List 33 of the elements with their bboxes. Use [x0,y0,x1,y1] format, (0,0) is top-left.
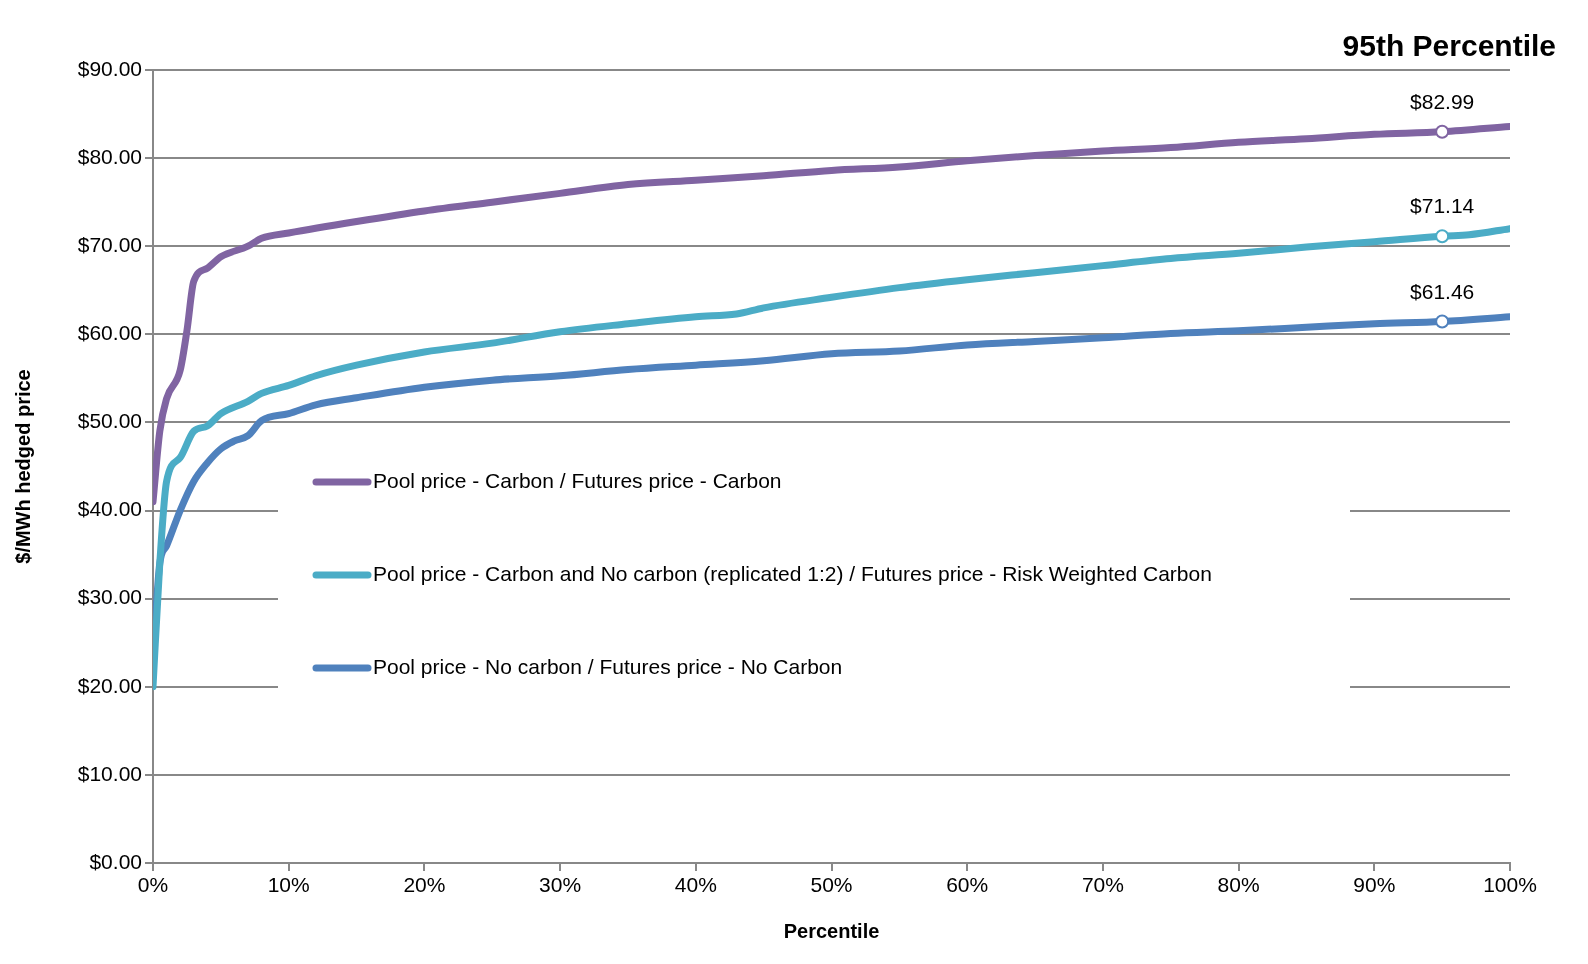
data-label: $71.14 [1410,194,1475,218]
y-tick-label: $80.00 [77,144,142,168]
y-tick-label: $30.00 [77,585,142,609]
x-axis-title: Percentile [783,919,880,942]
data-label: $82.99 [1410,90,1475,114]
x-tick-label: 90% [1353,873,1396,897]
x-tick-label: 0% [137,873,169,897]
x-tick-label: 100% [1483,873,1537,897]
point [1435,229,1450,244]
y-tick-label: $20.00 [77,673,142,697]
y-tick-label: $70.00 [77,233,142,257]
x-tick-label: 30% [539,873,582,897]
y-tick-label: $50.00 [77,409,142,433]
y-tick-label: $90.00 [77,56,142,80]
x-tick-label: 40% [674,873,717,897]
x-tick-label: 10% [267,873,310,897]
x-tick-label: 20% [403,873,446,897]
point [1435,124,1450,139]
point [1435,314,1450,329]
y-tick-label: $10.00 [77,761,142,785]
data-label: $61.46 [1410,279,1475,303]
x-tick-label: 50% [810,873,853,897]
x-tick-label: 70% [1081,873,1124,897]
legend-label: Pool price - Carbon and No carbon (replicated 1:2) / Futures price - Risk Weighted Carbon [373,561,1212,585]
x-tick-label: 60% [946,873,989,897]
y-tick-label: $0.00 [89,849,142,873]
chart-title: 95th Percentile [1342,29,1556,63]
y-tick-label: $60.00 [77,321,142,345]
x-tick-label: 80% [1217,873,1260,897]
y-axis-title: $/MWh hedged price [11,369,34,564]
legend-label: Pool price - Carbon / Futures price - Carbon [373,468,782,492]
y-tick-label: $40.00 [77,497,142,521]
legend-label: Pool price - No carbon / Futures price - No Carbon [373,654,843,678]
